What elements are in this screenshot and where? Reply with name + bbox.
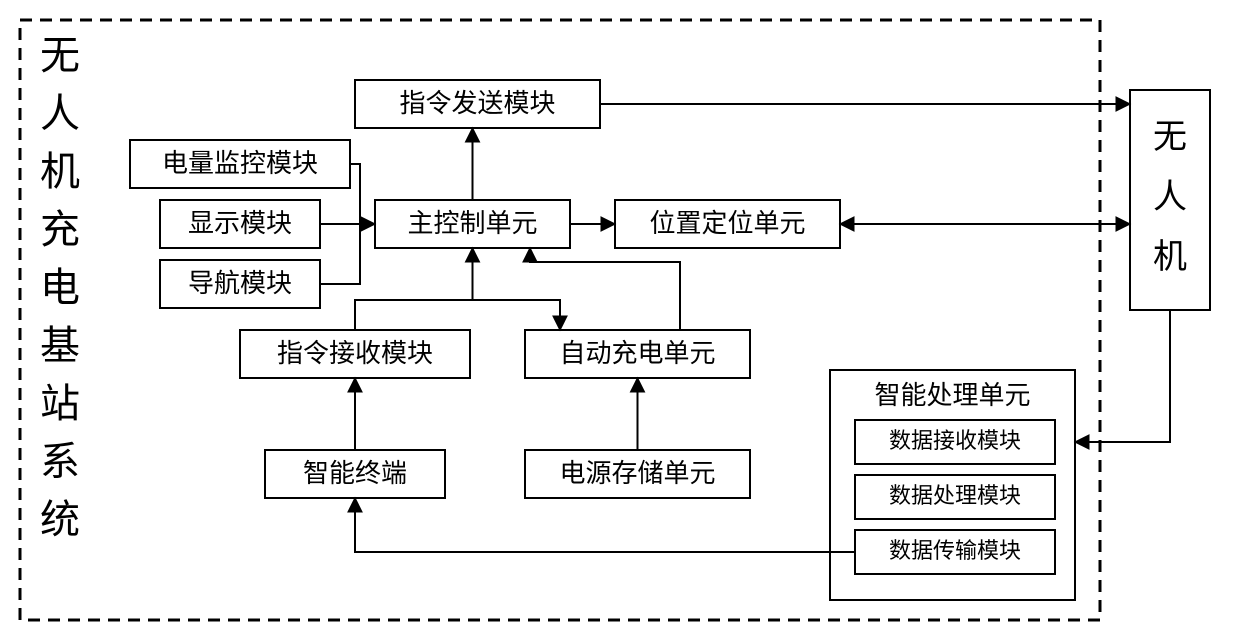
node-label-power_mon: 电量监控模块 — [162, 149, 318, 178]
smart-item-label-1: 数据处理模块 — [889, 483, 1021, 508]
node-label-cmd_send: 指令发送模块 — [399, 89, 555, 118]
system-title-char: 人 — [40, 91, 80, 136]
node-label-nav: 导航模块 — [188, 269, 292, 298]
system-title-char: 无 — [40, 33, 80, 78]
system-title-char: 电 — [40, 265, 80, 310]
system-title-char: 系 — [40, 439, 80, 484]
diagram-root: 无人机充电基站系统无人机指令发送模块电量监控模块显示模块导航模块主控制单元位置定… — [0, 0, 1240, 639]
node-label-auto_charge: 自动充电单元 — [559, 339, 715, 368]
system-title-char: 站 — [40, 381, 80, 426]
drone-label-char: 机 — [1153, 238, 1187, 276]
node-label-smart_term: 智能终端 — [303, 459, 407, 488]
system-title-char: 机 — [40, 149, 80, 194]
system-title-char: 统 — [40, 497, 80, 542]
drone-label-char: 无 — [1153, 119, 1187, 156]
node-label-cmd_recv: 指令接收模块 — [277, 339, 433, 368]
system-title-char: 充 — [40, 207, 80, 252]
smart-item-label-0: 数据接收模块 — [889, 428, 1021, 453]
smart-item-label-2: 数据传输模块 — [889, 538, 1021, 563]
smart-unit-title: 智能处理单元 — [874, 381, 1030, 410]
node-label-main_ctrl: 主控制单元 — [407, 209, 537, 238]
node-label-display: 显示模块 — [188, 209, 292, 238]
node-label-power_store: 电源存储单元 — [559, 459, 715, 488]
system-title-char: 基 — [40, 323, 80, 368]
drone-label-char: 人 — [1153, 179, 1187, 216]
node-label-pos_unit: 位置定位单元 — [649, 209, 805, 238]
